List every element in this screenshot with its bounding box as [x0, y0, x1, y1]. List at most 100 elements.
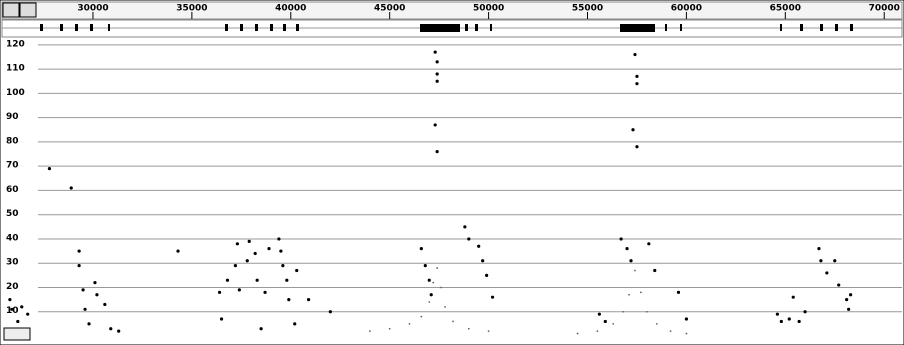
data-point	[631, 128, 635, 132]
data-point	[640, 291, 642, 294]
data-point	[635, 82, 639, 86]
y-tick-label: 90	[6, 112, 19, 122]
data-point	[628, 293, 630, 296]
data-point	[655, 322, 658, 325]
data-point	[825, 271, 829, 275]
data-point	[277, 237, 281, 241]
data-point	[93, 281, 97, 285]
data-point	[435, 150, 439, 154]
data-point	[432, 281, 435, 284]
ruler	[1, 1, 903, 20]
x-tick-label: 55000	[572, 4, 603, 14]
x-tick-label: 30000	[77, 4, 108, 14]
data-point	[10, 307, 14, 311]
data-point	[435, 72, 439, 76]
data-point	[81, 288, 85, 292]
data-point	[26, 312, 30, 316]
data-point	[837, 283, 841, 287]
data-point	[669, 330, 672, 333]
data-point	[634, 269, 636, 272]
data-point	[817, 247, 821, 251]
data-point	[481, 259, 485, 263]
data-point	[419, 247, 423, 251]
x-tick-label: 60000	[671, 4, 702, 14]
data-point	[306, 298, 311, 302]
data-point	[103, 302, 107, 307]
data-point	[285, 278, 289, 282]
data-point	[77, 249, 81, 253]
y-tick-label: 40	[6, 233, 19, 243]
data-point	[477, 244, 481, 248]
data-point	[685, 332, 688, 335]
data-point	[645, 310, 648, 313]
data-point	[263, 290, 267, 294]
x-tick-label: 40000	[275, 4, 306, 14]
corner-button[interactable]	[3, 327, 31, 341]
data-point	[77, 264, 81, 268]
data-point	[267, 247, 271, 251]
x-tick-label: 50000	[473, 4, 504, 14]
data-point	[235, 242, 239, 246]
data-point	[293, 322, 297, 326]
data-point	[629, 259, 633, 263]
data-point	[279, 249, 283, 253]
data-point	[775, 312, 780, 316]
data-point	[633, 52, 637, 57]
data-point	[328, 310, 332, 314]
data-point	[369, 330, 371, 333]
data-point	[388, 327, 391, 330]
data-point	[848, 293, 853, 297]
data-point	[433, 123, 437, 127]
data-point	[490, 295, 495, 299]
data-point	[255, 278, 259, 282]
y-tick-label: 10	[6, 306, 19, 316]
data-point	[625, 247, 629, 251]
data-point	[635, 145, 639, 149]
data-point	[435, 60, 439, 64]
data-point	[833, 259, 837, 263]
data-point	[83, 307, 87, 311]
x-tick-label: 65000	[770, 4, 801, 14]
data-point	[676, 290, 681, 294]
data-point	[603, 319, 607, 324]
feature-block	[420, 24, 460, 32]
data-point	[287, 298, 291, 302]
data-point	[684, 317, 689, 321]
y-tick-label: 80	[6, 136, 19, 146]
data-point	[845, 298, 849, 302]
data-point	[176, 249, 180, 253]
data-point	[485, 273, 489, 277]
data-point	[433, 50, 437, 54]
data-point	[20, 305, 24, 309]
data-point	[612, 322, 615, 325]
data-point	[435, 79, 439, 83]
scroll-button[interactable]	[19, 2, 37, 18]
y-tick-label: 110	[6, 64, 25, 74]
x-tick-label: 45000	[374, 4, 405, 14]
data-point	[247, 239, 251, 243]
data-point	[819, 259, 823, 263]
data-point	[225, 278, 230, 282]
data-point	[647, 242, 651, 246]
data-point	[597, 312, 601, 316]
data-point	[408, 322, 411, 325]
data-point	[467, 327, 470, 330]
data-point	[576, 332, 579, 335]
y-tick-label: 100	[6, 88, 25, 98]
data-point	[69, 186, 73, 190]
data-point	[8, 298, 12, 302]
y-tick-label: 70	[6, 161, 19, 171]
data-point	[237, 288, 241, 292]
data-point	[487, 330, 490, 333]
data-point	[217, 290, 222, 294]
data-point	[803, 310, 807, 314]
y-tick-label: 20	[6, 282, 19, 292]
data-point	[463, 225, 467, 229]
data-point	[847, 307, 851, 311]
x-tick-label: 70000	[869, 4, 900, 14]
data-point	[47, 166, 52, 171]
zoom-button[interactable]	[2, 2, 20, 18]
data-point	[791, 295, 795, 299]
data-point	[653, 268, 657, 273]
